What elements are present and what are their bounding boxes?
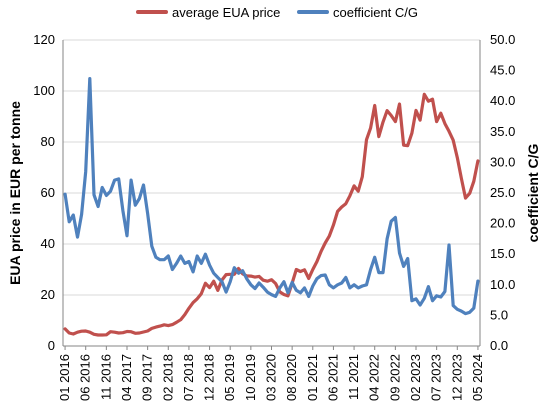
legend: average EUA price coefficient C/G [136, 5, 418, 20]
x-tick-label: 09 2017 [140, 354, 155, 401]
legend-label-average-eua-price: average EUA price [172, 5, 280, 20]
x-tick-label: 11 2016 [98, 354, 113, 400]
x-tick-label: 04 2017 [119, 354, 134, 401]
x-tick-label: 11 2021 [346, 354, 361, 400]
y-left-tick-label: 80 [41, 134, 55, 149]
y-right-axis-title: coefficient C/G [525, 143, 541, 242]
y-right-tick-label: 15.0 [490, 246, 515, 261]
axes [62, 40, 481, 350]
y-left-tick-label: 60 [41, 185, 55, 200]
y-left-tick-label: 20 [41, 287, 55, 302]
x-tick-label: 06 2021 [325, 354, 340, 401]
y-right-tick-label: 20.0 [490, 216, 515, 231]
y-right-tick-label: 25.0 [490, 185, 515, 200]
y-left-tick-label: 40 [41, 236, 55, 251]
y-right-tick-label: 0.0 [490, 338, 508, 353]
y-left-tick-label: 100 [33, 83, 55, 98]
x-tick-label: 01 2021 [305, 354, 320, 401]
legend-label-coefficient-cg: coefficient C/G [333, 5, 418, 20]
x-tick-label: 02 2023 [408, 354, 423, 401]
x-tick-label: 08 2020 [284, 354, 299, 401]
y-right-tick-label: 45.0 [490, 63, 515, 78]
y-left-tick-label: 120 [33, 32, 55, 47]
x-tick-label: 09 2022 [387, 354, 402, 401]
x-tick-label: 01 2016 [57, 354, 72, 401]
x-tick-label: 03 2020 [264, 354, 279, 401]
y-right-tick-label: 50.0 [490, 32, 515, 47]
x-tick-label: 06 2016 [78, 354, 93, 401]
x-tick-label: 05 2019 [222, 354, 237, 401]
y-right-tick-label: 35.0 [490, 124, 515, 139]
series-line-average-eua-price [63, 92, 480, 337]
y-right-tick-label: 10.0 [490, 277, 515, 292]
tick-labels: 0 20 40 60 80 100 120 0.0 5.0 10.0 15.0 20.0 25.0 30.… [33, 32, 515, 401]
x-tick-label: 12 2018 [202, 354, 217, 401]
y-left-axis-title: EUA price in EUR per tonne [7, 101, 23, 285]
x-tick-label: 07 2023 [429, 354, 444, 401]
x-tick-label: 05 2024 [470, 354, 485, 401]
y-right-tick-label: 40.0 [490, 93, 515, 108]
grid [63, 39, 480, 296]
series-line-coefficient-c-g [63, 76, 480, 316]
x-tick-label: 07 2018 [181, 354, 196, 401]
x-tick-label: 02 2018 [160, 354, 175, 401]
x-tick-label: 04 2022 [367, 354, 382, 401]
y-left-tick-label: 0 [48, 338, 55, 353]
x-tick-label: 12 2023 [449, 354, 464, 401]
y-right-tick-label: 30.0 [490, 154, 515, 169]
series-layer [63, 76, 480, 337]
x-tick-label: 10 2019 [243, 354, 258, 401]
y-right-tick-label: 5.0 [490, 307, 508, 322]
